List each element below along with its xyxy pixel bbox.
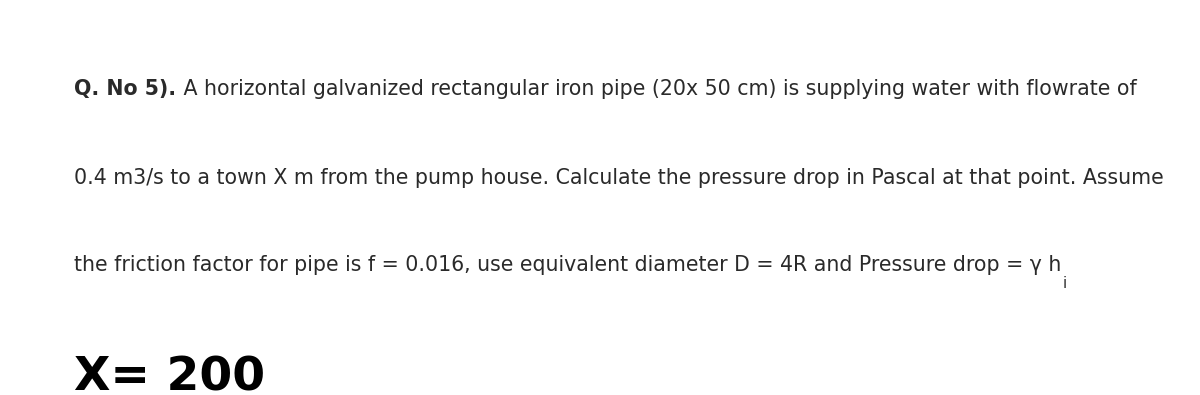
Text: Q. No 5).: Q. No 5). <box>74 79 176 99</box>
Text: the friction factor for pipe is f = 0.016, use equivalent diameter D = 4R and Pr: the friction factor for pipe is f = 0.01… <box>74 255 1062 275</box>
Text: 0.4 m3/s to a town X m from the pump house. Calculate the pressure drop in Pasca: 0.4 m3/s to a town X m from the pump hou… <box>74 168 1164 188</box>
Text: X= 200: X= 200 <box>74 356 265 395</box>
Text: i: i <box>1063 276 1067 292</box>
Text: A horizontal galvanized rectangular iron pipe (20x 50 cm) is supplying water wit: A horizontal galvanized rectangular iron… <box>176 79 1136 99</box>
